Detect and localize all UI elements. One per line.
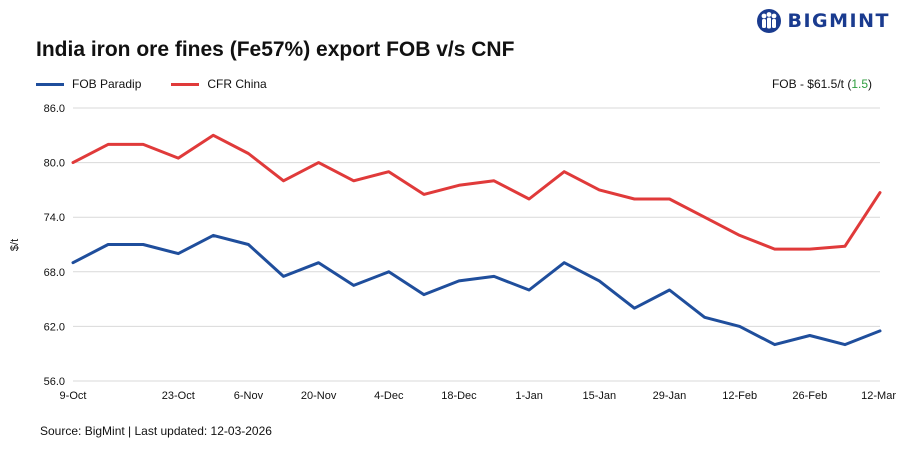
x-tick-label: 9-Oct <box>60 390 87 402</box>
brand-logo: BIGMINT <box>756 8 891 34</box>
x-tick-label: 26-Feb <box>792 390 827 402</box>
y-tick-labels: 56.0 62.0 68.0 74.0 80.0 86.0 <box>44 103 65 388</box>
legend-item-fob: FOB Paradip <box>36 77 141 91</box>
x-tick-label: 4-Dec <box>374 390 404 402</box>
series-line-cfr-china <box>71 133 882 251</box>
x-tick-label: 20-Nov <box>301 390 337 402</box>
source-note: Source: BigMint | Last updated: 12-03-20… <box>40 424 272 438</box>
grid-lines <box>73 107 880 382</box>
fob-note-prefix: FOB - $61.5/t ( <box>771 77 852 91</box>
y-tick-label: 74.0 <box>44 212 65 224</box>
y-tick-label: 56.0 <box>44 376 65 388</box>
legend-swatch-cfr <box>171 82 200 86</box>
x-tick-label: 12-Feb <box>722 390 757 402</box>
y-tick-label: 62.0 <box>44 321 65 333</box>
fob-note-suffix: ) <box>868 77 872 91</box>
x-tick-label: 15-Jan <box>582 390 616 402</box>
x-tick-labels: 9-Oct 23-Oct 6-Nov 20-Nov 4-Dec 18-Dec 1-Jan 15… <box>60 390 897 402</box>
legend-item-cfr: CFR China <box>171 77 267 91</box>
x-tick-label: 1-Jan <box>515 390 543 402</box>
y-axis-label: $/t <box>9 239 21 251</box>
chart-legend: FOB Paradip CFR China <box>36 77 297 91</box>
fob-note-change: 1.5 <box>851 77 868 91</box>
x-tick-label: 18-Dec <box>441 390 477 402</box>
x-tick-label: 29-Jan <box>653 390 687 402</box>
brand-name: BIGMINT <box>787 10 890 32</box>
y-tick-label: 68.0 <box>44 267 65 279</box>
y-tick-label: 80.0 <box>44 158 65 170</box>
brand-people-icon <box>756 9 781 33</box>
y-tick-label: 86.0 <box>44 103 65 115</box>
x-tick-label: 6-Nov <box>234 390 264 402</box>
x-tick-label: 23-Oct <box>162 390 195 402</box>
series-lines <box>71 133 882 347</box>
legend-label-cfr: CFR China <box>207 77 267 91</box>
x-tick-label: 12-Mar <box>861 390 896 402</box>
series-line-fob-paradip <box>71 233 882 347</box>
legend-swatch-fob <box>36 82 64 86</box>
legend-label-fob: FOB Paradip <box>72 77 142 91</box>
chart-title: India iron ore fines (Fe57%) export FOB … <box>36 38 515 61</box>
fob-price-note: FOB - $61.5/t (1.5) <box>772 77 872 91</box>
